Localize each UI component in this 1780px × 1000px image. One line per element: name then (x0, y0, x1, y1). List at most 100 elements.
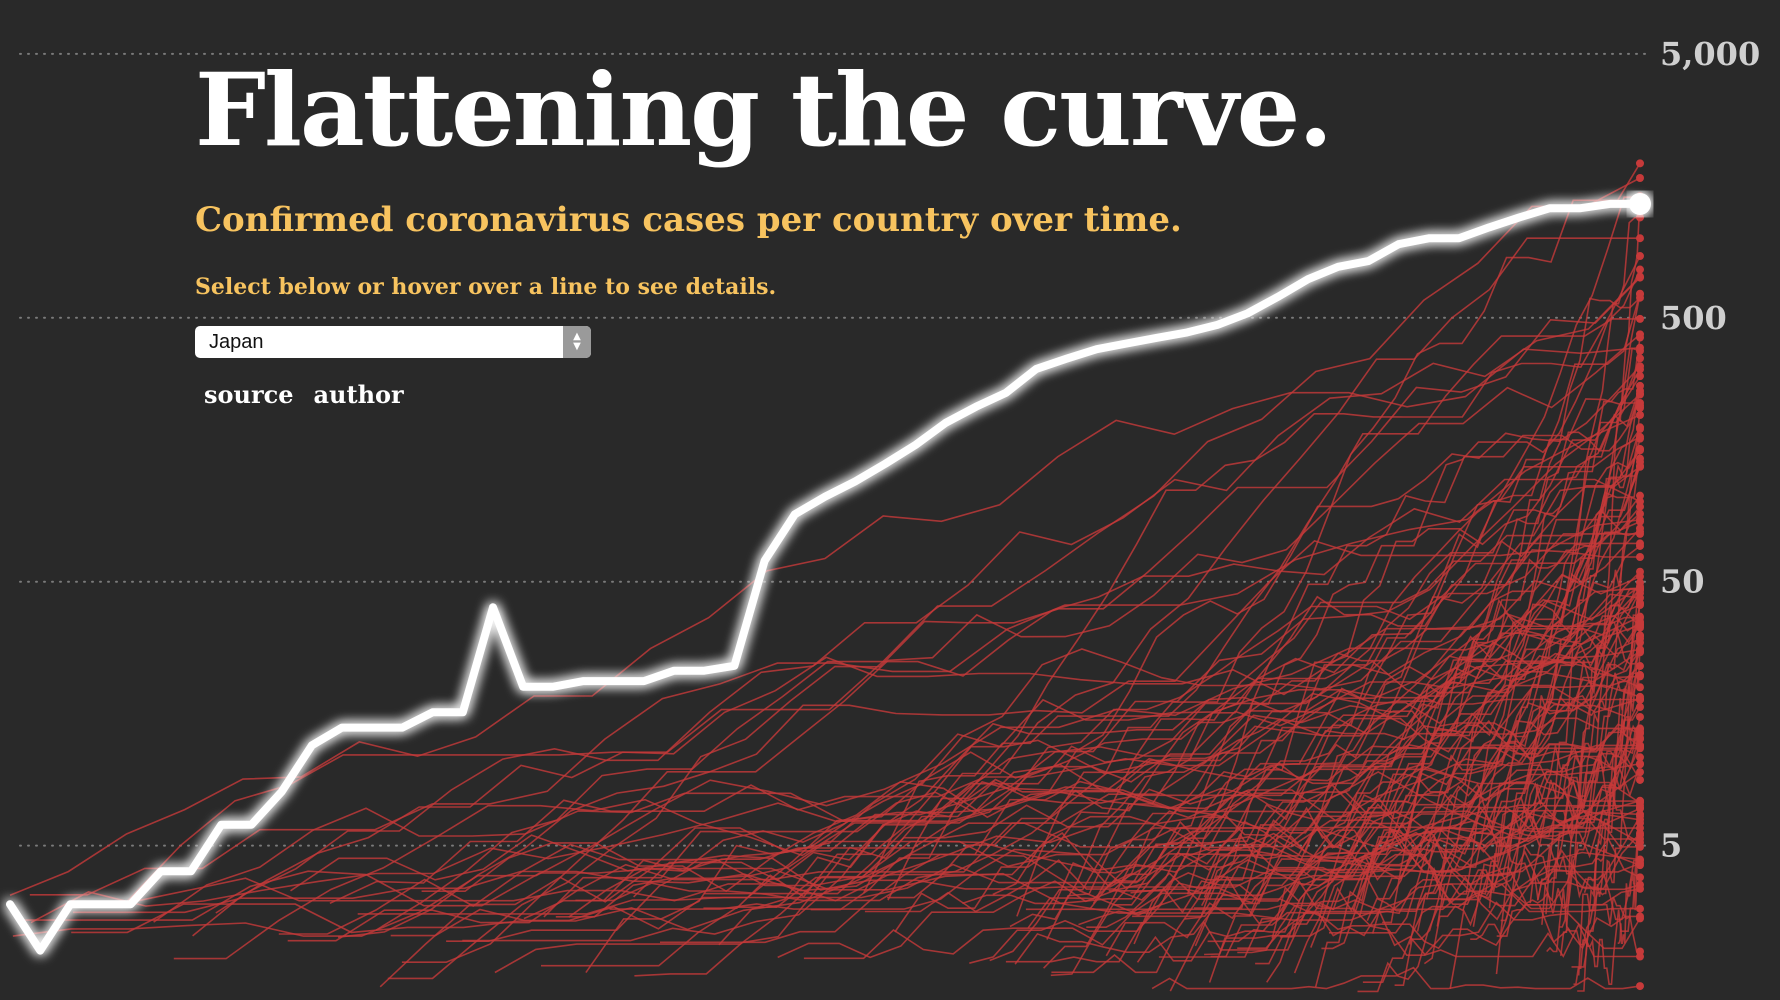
country-endpoint[interactable] (1636, 620, 1644, 629)
country-line[interactable] (1302, 802, 1640, 915)
country-line[interactable] (1043, 495, 1641, 969)
country-line[interactable] (1089, 466, 1641, 910)
country-endpoint[interactable] (1636, 502, 1644, 511)
country-line[interactable] (1248, 427, 1641, 917)
country-endpoint[interactable] (1636, 952, 1644, 961)
country-line[interactable] (29, 414, 1641, 896)
country-line[interactable] (387, 277, 1641, 980)
country-endpoint[interactable] (1636, 445, 1644, 454)
country-line[interactable] (1108, 588, 1641, 892)
country-line[interactable] (494, 585, 1641, 974)
country-line[interactable] (1449, 724, 1641, 989)
country-line[interactable] (989, 436, 1641, 962)
country-line[interactable] (1009, 375, 1641, 928)
country-endpoint[interactable] (1636, 831, 1644, 840)
country-endpoint[interactable] (1636, 365, 1644, 374)
country-line[interactable] (1136, 879, 1641, 963)
country-endpoint[interactable] (1636, 742, 1644, 751)
country-line[interactable] (1016, 162, 1641, 917)
country-endpoint[interactable] (1636, 509, 1644, 518)
country-endpoint[interactable] (1636, 904, 1644, 913)
country-line[interactable] (215, 604, 1641, 914)
country-line[interactable] (126, 177, 1641, 903)
country-endpoint[interactable] (1636, 803, 1644, 812)
country-endpoint[interactable] (1636, 712, 1644, 721)
country-endpoint[interactable] (1636, 585, 1644, 594)
country-line[interactable] (1184, 293, 1641, 920)
country-line[interactable] (1210, 909, 1640, 958)
country-line[interactable] (1027, 723, 1641, 929)
country-line[interactable] (138, 768, 1640, 902)
country-line[interactable] (1541, 407, 1641, 925)
country-line[interactable] (1573, 807, 1641, 985)
country-endpoint[interactable] (1636, 753, 1644, 762)
country-endpoint[interactable] (1636, 354, 1644, 363)
country-line[interactable] (1208, 545, 1641, 983)
japan-line[interactable] (6, 199, 1644, 955)
country-line[interactable] (1279, 385, 1641, 938)
country-endpoint[interactable] (1636, 873, 1644, 882)
country-line[interactable] (1086, 508, 1641, 928)
country-line[interactable] (1203, 461, 1641, 898)
country-line[interactable] (1046, 589, 1641, 940)
source-link[interactable]: source (204, 380, 294, 409)
country-line[interactable] (1200, 826, 1641, 907)
country-endpoint[interactable] (1636, 213, 1644, 222)
country-line[interactable] (1237, 815, 1641, 954)
country-line[interactable] (1352, 390, 1641, 912)
country-line[interactable] (1014, 638, 1641, 965)
country-endpoint[interactable] (1636, 372, 1644, 381)
country-line[interactable] (446, 658, 1641, 942)
author-link[interactable]: author (313, 380, 404, 409)
country-endpoint[interactable] (1636, 159, 1644, 168)
country-endpoint[interactable] (1636, 491, 1644, 500)
country-line[interactable] (1358, 297, 1641, 918)
country-endpoint[interactable] (1636, 672, 1644, 681)
country-line[interactable] (1078, 799, 1641, 926)
country-line[interactable] (1050, 368, 1641, 977)
country-line[interactable] (1132, 832, 1641, 918)
country-select[interactable]: Japan ▲ ▼ (195, 326, 591, 358)
country-line[interactable] (541, 811, 1641, 967)
country-lines[interactable] (9, 159, 1644, 993)
country-endpoint[interactable] (1636, 645, 1644, 654)
country-endpoint[interactable] (1636, 423, 1644, 432)
country-line[interactable] (401, 333, 1641, 963)
country-line[interactable] (278, 804, 1640, 935)
country-line[interactable] (1169, 588, 1640, 992)
country-line[interactable] (12, 615, 1641, 937)
country-line[interactable] (1204, 616, 1640, 956)
country-endpoint[interactable] (1636, 880, 1644, 889)
country-endpoint[interactable] (1636, 662, 1644, 671)
country-line[interactable] (1266, 729, 1641, 983)
country-endpoint[interactable] (1636, 760, 1644, 769)
country-line[interactable] (1255, 649, 1641, 965)
japan-endpoint[interactable] (1629, 192, 1651, 215)
country-endpoint[interactable] (1636, 695, 1644, 704)
country-endpoint[interactable] (1636, 982, 1644, 991)
country-line[interactable] (1496, 635, 1641, 937)
country-line[interactable] (969, 588, 1641, 964)
country-endpoint[interactable] (1636, 572, 1644, 581)
country-line[interactable] (962, 675, 1641, 905)
country-endpoint[interactable] (1636, 381, 1644, 390)
country-endpoint[interactable] (1636, 578, 1644, 587)
country-line[interactable] (1186, 269, 1641, 895)
country-line[interactable] (9, 346, 1641, 897)
country-endpoint[interactable] (1636, 599, 1644, 608)
country-line[interactable] (1617, 835, 1641, 944)
country-line[interactable] (421, 744, 1640, 893)
country-line[interactable] (1151, 966, 1641, 990)
country-line[interactable] (1293, 738, 1640, 974)
country-endpoint[interactable] (1636, 333, 1644, 342)
country-line[interactable] (523, 542, 1640, 920)
country-line[interactable] (1529, 756, 1641, 904)
country-line[interactable] (1593, 642, 1641, 907)
country-line[interactable] (633, 549, 1640, 898)
country-endpoint[interactable] (1636, 856, 1644, 865)
country-endpoint[interactable] (1636, 703, 1644, 712)
country-line[interactable] (1470, 843, 1640, 940)
country-line[interactable] (1321, 623, 1641, 950)
country-line[interactable] (1133, 358, 1641, 945)
